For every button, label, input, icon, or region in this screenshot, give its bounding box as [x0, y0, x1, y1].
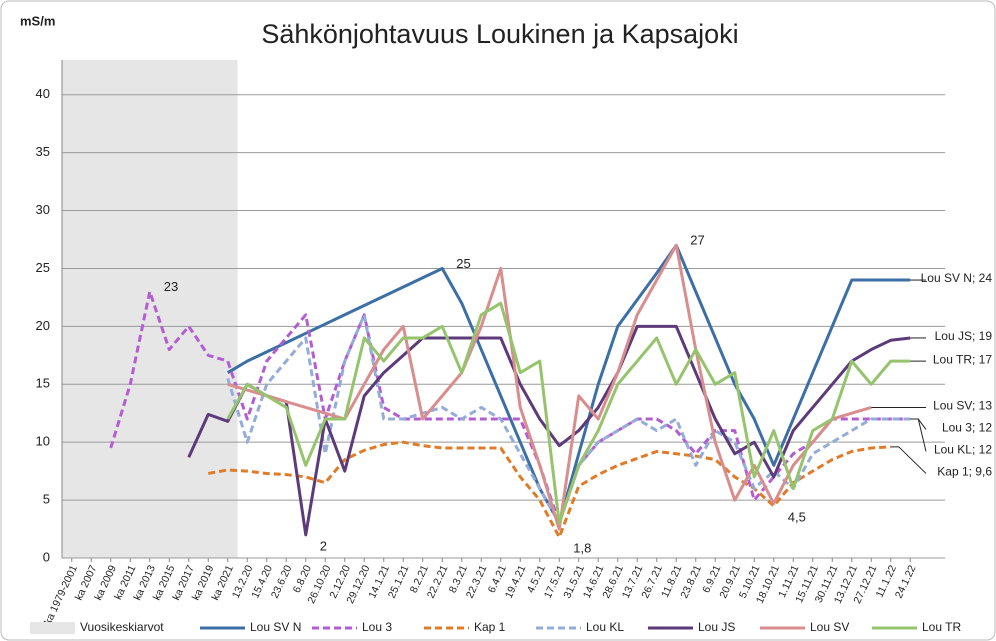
end-label: Lou SV N; 24 — [921, 271, 993, 285]
y-tick-label: 5 — [43, 492, 50, 507]
end-label: Lou TR; 17 — [933, 352, 992, 366]
shaded-region — [62, 60, 238, 558]
leader-line — [910, 418, 927, 452]
legend-label: Lou SV — [810, 620, 849, 634]
y-tick-label: 20 — [36, 318, 50, 333]
y-tick-label: 0 — [43, 549, 50, 564]
end-label: Lou 3; 12 — [942, 421, 992, 435]
value-label: 23 — [164, 279, 178, 294]
value-label: 27 — [690, 233, 704, 248]
series-line — [207, 440, 891, 539]
leader-line — [890, 446, 927, 474]
y-tick-label: 10 — [36, 434, 50, 449]
legend-label: Lou SV N — [250, 620, 301, 634]
y-tick-label: 30 — [36, 202, 50, 217]
legend-label: Lou KL — [586, 620, 624, 634]
legend-label: Kap 1 — [474, 620, 506, 634]
end-label: Lou SV; 13 — [933, 399, 992, 413]
y-tick-label: 15 — [36, 376, 50, 391]
end-label: Lou KL; 12 — [934, 443, 992, 457]
value-label: 4,5 — [788, 509, 806, 524]
legend-label: Lou 3 — [362, 620, 392, 634]
legend-label: Lou TR — [922, 620, 961, 634]
chart-title: Sähkönjohtavuus Loukinen ja Kapsajoki — [261, 19, 738, 49]
y-tick-label: 35 — [36, 144, 50, 159]
value-label: 2 — [320, 538, 327, 553]
value-label: 25 — [456, 256, 470, 271]
series-line — [227, 243, 872, 531]
y-tick-label: 25 — [36, 260, 50, 275]
series-line — [226, 301, 911, 525]
legend-swatch — [30, 622, 75, 634]
end-label: Kap 1; 9,6 — [937, 465, 992, 479]
legend-label: Vuosikeskiarvot — [80, 620, 164, 634]
value-label: 1,8 — [573, 541, 591, 556]
y-axis-label: mS/m — [20, 13, 55, 28]
end-label: Lou JS; 19 — [935, 329, 993, 343]
legend-label: Lou JS — [698, 620, 735, 634]
y-tick-label: 40 — [36, 86, 50, 101]
series-line — [226, 243, 911, 525]
